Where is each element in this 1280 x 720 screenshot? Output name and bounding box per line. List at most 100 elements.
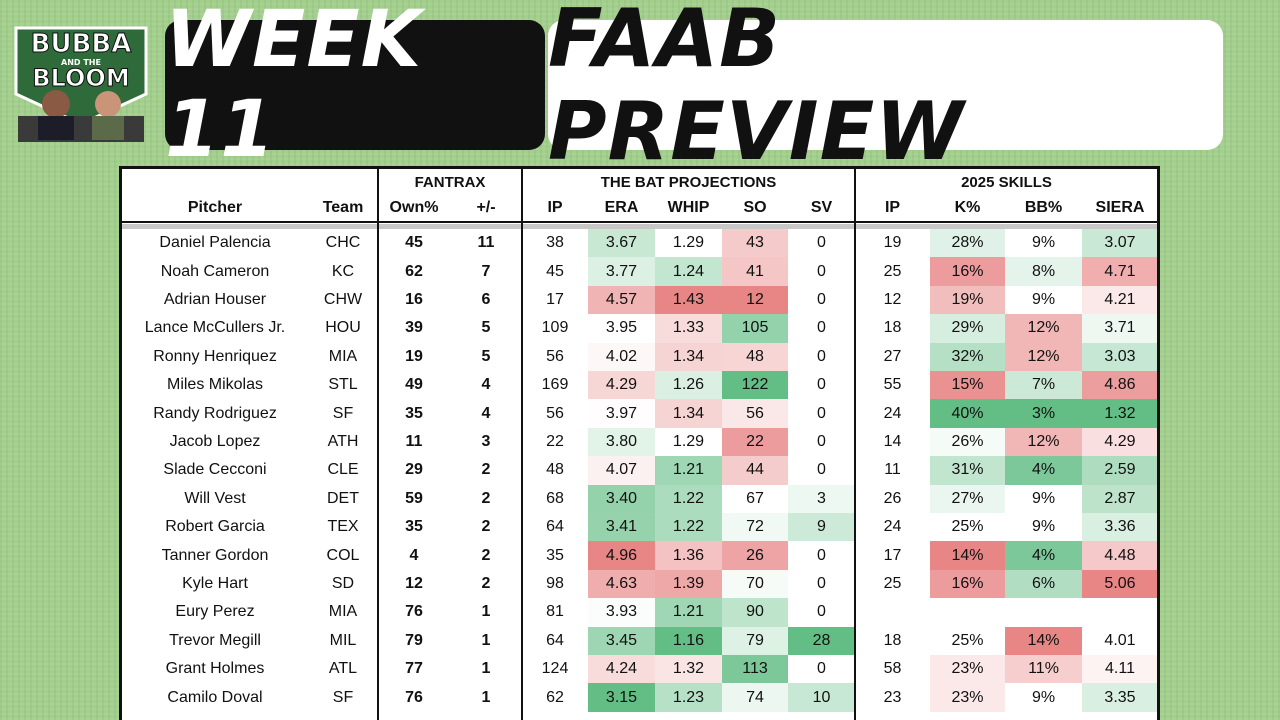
table-cell: 29%: [930, 314, 1005, 343]
table-cell: 9%: [1005, 229, 1082, 258]
table-cell: 4: [409, 546, 419, 564]
table-cell: COL: [326, 546, 360, 564]
table-cell: 26: [883, 489, 902, 507]
table-cell: 4.02: [588, 342, 655, 371]
table-cell: Randy Rodriguez: [153, 404, 277, 422]
table-cell: 56: [546, 347, 564, 365]
table-cell: 3.40: [588, 484, 655, 513]
table-cell: 9%: [1005, 285, 1082, 315]
table-cell: 11: [884, 461, 901, 479]
table-cell: Ronny Henriquez: [153, 347, 277, 365]
table-cell: 27%: [930, 484, 1005, 513]
group-header: 2025 SKILLS: [961, 173, 1052, 191]
table-cell: 4.07: [588, 456, 655, 485]
table-cell: 0: [788, 342, 855, 371]
table-cell: 56: [546, 404, 564, 422]
table-cell: 9: [788, 513, 855, 542]
table-cell: Tanner Gordon: [161, 546, 269, 564]
table-cell: 14%: [1005, 626, 1082, 655]
table-cell: 38: [546, 234, 564, 252]
table-cell: 3%: [1005, 399, 1082, 428]
table-cell: 2.59: [1082, 456, 1157, 485]
table-cell: 40%: [930, 399, 1005, 428]
table-cell: 1.24: [655, 257, 722, 286]
table-cell: 25: [883, 574, 902, 592]
table-cell: 79: [722, 626, 788, 655]
group-header: FANTRAX: [414, 173, 486, 191]
table-cell: 3.67: [588, 229, 655, 258]
table-cell: SF: [332, 404, 354, 422]
table-cell: DET: [327, 489, 359, 507]
table-cell: 72: [722, 513, 788, 542]
table-cell: 48: [546, 461, 564, 479]
table-cell: 0: [788, 569, 855, 599]
table-cell: 11: [405, 432, 423, 450]
table-cell: 12: [883, 290, 902, 308]
table-cell: Trevor Megill: [169, 631, 261, 649]
table-cell: 59: [405, 489, 423, 507]
logo: BUBBA AND THE BLOOM: [14, 26, 148, 142]
table-cell: 3.36: [1082, 513, 1157, 542]
table-cell: CLE: [327, 461, 359, 479]
table-cell: 19: [883, 234, 902, 252]
table-cell: 18: [883, 631, 902, 649]
table-cell: 12%: [1005, 314, 1082, 343]
table-cell: Lance McCullers Jr.: [144, 319, 286, 337]
column-header: BB%: [1024, 199, 1063, 216]
table-cell: 1.43: [655, 285, 722, 315]
column-header: Own%: [389, 199, 439, 216]
week-title: WEEK 11: [165, 0, 545, 175]
table-cell: ATH: [327, 432, 359, 450]
column-header: ERA: [604, 199, 639, 216]
table-cell: 169: [541, 376, 569, 394]
table-cell: MIL: [329, 631, 357, 649]
table-cell: Grant Holmes: [165, 660, 265, 678]
table-cell: 68: [546, 489, 564, 507]
table-cell: 17: [883, 546, 902, 564]
table-cell: 9%: [1005, 683, 1082, 712]
table-cell: 1: [481, 660, 491, 678]
table-cell: 1.39: [655, 569, 722, 599]
header-band: [122, 224, 1157, 229]
table-cell: 76: [405, 603, 423, 621]
table-cell: 58: [883, 660, 902, 678]
logo-text: AND THE: [61, 58, 101, 67]
table-cell: Adrian Houser: [163, 290, 267, 308]
table-cell: 3.77: [588, 257, 655, 286]
table-cell: Robert Garcia: [165, 518, 265, 536]
table-cell: 56: [722, 399, 788, 428]
column-separator: [377, 169, 379, 720]
table-cell: 16%: [930, 257, 1005, 286]
table-cell: 4.29: [588, 371, 655, 400]
table-cell: 2: [481, 546, 491, 564]
column-separator: [521, 169, 523, 720]
table-cell: 12: [405, 574, 423, 592]
table-cell: 67: [722, 484, 788, 513]
table-cell: 105: [722, 314, 788, 343]
table-cell: STL: [328, 376, 358, 394]
table-cell: 49: [405, 376, 423, 394]
table-cell: 98: [546, 574, 564, 592]
table-cell: 3.41: [588, 513, 655, 542]
table-cell: 0: [788, 427, 855, 457]
table-cell: 23: [883, 688, 902, 706]
table-cell: 0: [788, 456, 855, 485]
table-cell: 22: [722, 427, 788, 457]
table-cell: 19: [405, 347, 423, 365]
table-cell: 79: [405, 631, 423, 649]
table-cell: 2: [481, 489, 491, 507]
table-cell: 16%: [930, 569, 1005, 599]
table-cell: 4.63: [588, 569, 655, 599]
table-cell: 74: [722, 683, 788, 712]
table-cell: 0: [788, 541, 855, 570]
table-cell: 9%: [1005, 484, 1082, 513]
table-cell: 81: [546, 603, 564, 621]
table-cell: 1.29: [655, 229, 722, 258]
column-header: IP: [547, 199, 563, 216]
table-cell: Will Vest: [184, 489, 246, 507]
table-cell: 24: [883, 518, 902, 536]
table-cell: 62: [405, 262, 423, 280]
table-cell: 2: [481, 461, 491, 479]
table-cell: 17: [546, 290, 564, 308]
